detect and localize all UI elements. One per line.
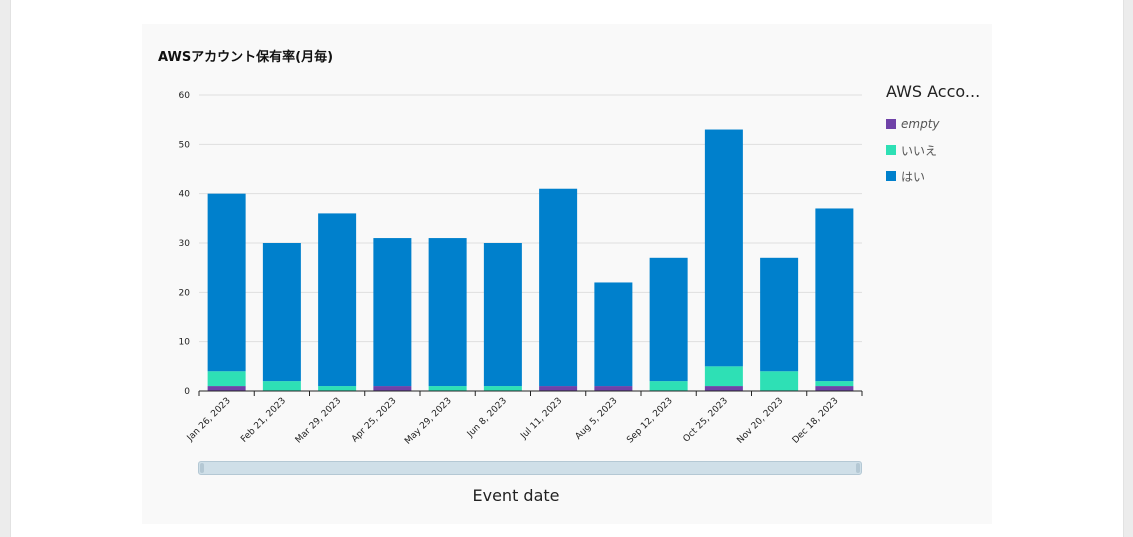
x-tick-label: Apr 25, 2023 [350,396,398,444]
grid-lines [199,94,862,343]
bar-segment[interactable] [815,208,854,382]
x-tick-label: Feb 21, 2023 [239,396,288,445]
bar-segment[interactable] [318,213,357,387]
y-tick-label: 50 [179,140,191,150]
legend-label: いいえ [901,143,938,158]
bar-segment[interactable] [539,386,578,391]
legend-label: はい [901,169,926,184]
y-axis-ticks: 0 10 20 30 40 50 60 [179,91,191,397]
x-tick-label: Jul 11, 2023 [518,396,564,442]
legend-item[interactable]: いいえ [886,137,986,163]
legend-label: empty [901,117,940,131]
x-tick-label: Jan 26, 2023 [185,396,233,444]
legend-swatch [886,171,896,181]
x-tick-label: Dec 18, 2023 [791,396,841,446]
scrollbar-right-handle[interactable] [856,463,860,473]
x-tick-label: Oct 25, 2023 [682,396,730,444]
x-tick-label: Sep 12, 2023 [625,396,674,445]
y-tick-label: 30 [179,239,191,249]
bar-segment[interactable] [760,371,799,391]
bar-segment[interactable] [704,386,743,391]
bar-segment[interactable] [483,386,522,391]
x-tick-label: Nov 20, 2023 [735,396,785,446]
bar-segment[interactable] [594,386,633,391]
bar-segment[interactable] [207,193,246,372]
bar-segment[interactable] [594,282,633,387]
y-tick-label: 0 [184,387,190,397]
bar-segment[interactable] [428,238,467,387]
chart-title: AWSアカウント保有率(月毎) [158,50,334,65]
legend-swatch [886,145,896,155]
bar-segment[interactable] [318,386,357,391]
bar-segment[interactable] [760,257,799,372]
y-tick-label: 40 [179,190,191,200]
bar-segment[interactable] [815,381,854,387]
y-tick-label: 20 [179,288,191,298]
bar-segment[interactable] [207,371,246,387]
x-tick-label: Aug 5, 2023 [574,396,620,442]
x-tick-label: Mar 29, 2023 [294,396,343,445]
bar-segment[interactable] [704,129,743,367]
bar-segment[interactable] [539,188,578,387]
x-axis: Jan 26, 2023 Feb 21, 2023 Mar 29, 2023 Apr … [185,390,863,447]
bar-segment[interactable] [373,238,412,387]
bar-segment[interactable] [649,381,688,391]
legend-swatch [886,119,896,129]
legend: AWS Acco... empty いいえはい [886,82,986,189]
legend-item[interactable]: はい [886,163,986,189]
chart-range-scrollbar[interactable] [198,461,862,475]
bar-segment[interactable] [207,386,246,391]
y-tick-label: 10 [179,338,191,348]
bar-segment[interactable] [649,257,688,382]
bar-segment[interactable] [373,386,412,391]
bar-segment[interactable] [262,243,301,382]
bar-segment[interactable] [483,243,522,387]
x-axis-title: Event date [472,486,560,505]
bar-segment[interactable] [262,381,301,391]
bar-segment[interactable] [815,386,854,391]
legend-item[interactable]: empty [886,111,986,137]
x-tick-label: Jun 8, 2023 [465,396,509,440]
bar-segment[interactable] [704,366,743,387]
x-tick-label: May 29, 2023 [403,396,454,447]
scrollbar-left-handle[interactable] [200,463,204,473]
bars [207,129,854,391]
y-tick-label: 60 [179,91,191,101]
bar-segment[interactable] [428,386,467,391]
legend-title: AWS Acco... [886,82,981,101]
